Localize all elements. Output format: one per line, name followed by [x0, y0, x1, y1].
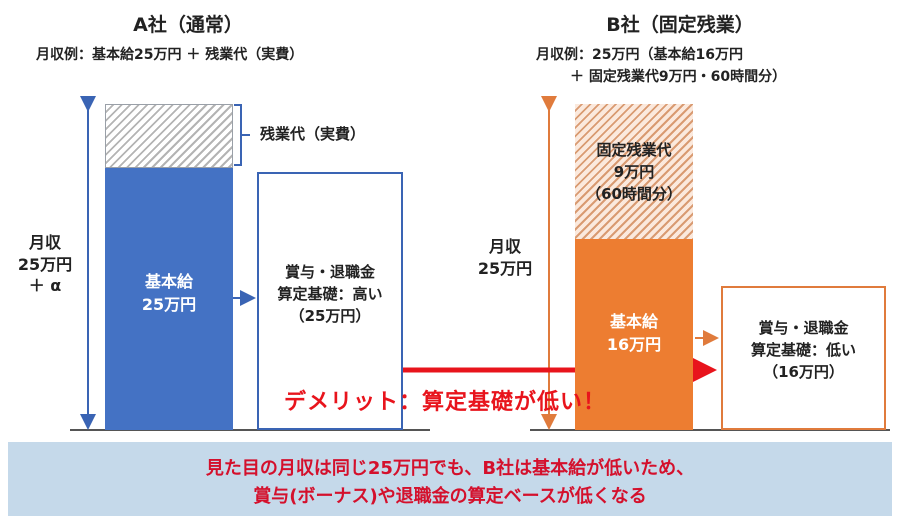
fixed-overtime-label-b: 固定残業代 9万円 （60時間分） — [586, 141, 682, 203]
overtime-segment-a — [105, 104, 233, 168]
summary-line-1: 見た目の月収は同じ25万円でも、B社は基本給が低いため、 — [205, 458, 695, 479]
bonus-box-a — [257, 172, 403, 430]
bonus-label-b: 賞与・退職金 算定基礎：低い （16万円） — [750, 319, 856, 381]
company-b-subtitle-line1: 月収例：25万円（基本給16万円 — [536, 47, 743, 63]
summary-banner: 見た目の月収は同じ25万円でも、B社は基本給が低いため、 賞与(ボーナス)や退職… — [8, 442, 892, 516]
overtime-label-a: 残業代（実費） — [260, 125, 366, 143]
company-b-title: B社（固定残業） — [606, 14, 754, 36]
company-a-title: A社（通常） — [133, 14, 243, 36]
bonus-label-a: 賞与・退職金 算定基礎：高い （25万円） — [277, 263, 383, 325]
base-pay-segment-b — [575, 239, 693, 430]
monthly-income-b: 月収 25万円 — [477, 237, 533, 278]
monthly-income-a: 月収 25万円 ＋ α — [17, 233, 73, 296]
summary-line-2: 賞与(ボーナス)や退職金の算定ベースが低くなる — [253, 486, 647, 507]
company-b-subtitle-line2: ＋ 固定残業代9万円・60時間分） — [570, 69, 787, 85]
company-a-subtitle: 月収例：基本給25万円 ＋ 残業代（実費） — [36, 47, 304, 63]
overtime-bracket-a — [234, 104, 242, 166]
base-pay-label-b: 基本給 16万円 — [606, 312, 662, 355]
base-pay-segment-a — [105, 168, 233, 430]
fixed-overtime-segment-b — [575, 104, 693, 239]
base-pay-label-a: 基本給 25万円 — [141, 272, 197, 315]
bonus-box-b — [721, 286, 886, 430]
demerit-text: デメリット：算定基礎が低い！ — [284, 390, 607, 415]
